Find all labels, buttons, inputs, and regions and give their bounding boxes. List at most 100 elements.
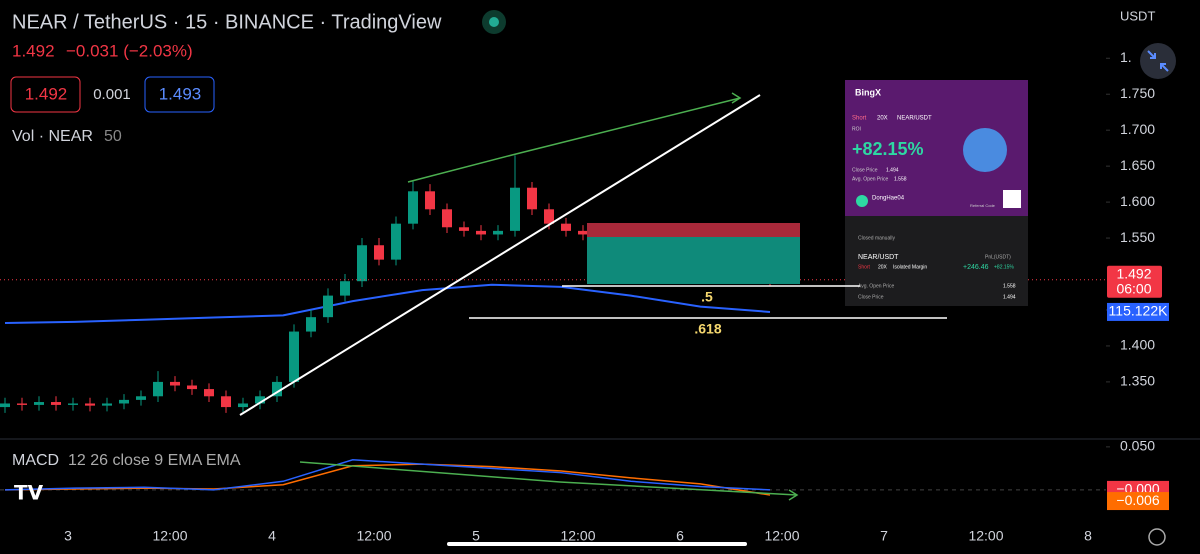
x-tick-label: 12:00 [968, 528, 1003, 544]
candle-body [544, 209, 554, 224]
card-pnl: +246.46 [963, 264, 989, 271]
candle-body [493, 230, 503, 235]
signal-badge [1107, 492, 1169, 511]
spread: 0.001 [93, 86, 131, 103]
card-roi-label: ROI [852, 126, 861, 132]
y-tick-label: 1.550 [1120, 229, 1155, 245]
volume-ma [4, 283, 771, 325]
sell-button[interactable] [10, 76, 81, 113]
signal-line [4, 463, 771, 496]
trend-line [239, 94, 761, 416]
x-tick-label: 3 [64, 528, 72, 544]
macd-title: MACD [12, 452, 59, 469]
bid[interactable]: 1.492 [25, 84, 68, 103]
arrow-head [788, 489, 799, 501]
home-indicator [447, 542, 747, 546]
card-brand: BingX [855, 87, 881, 97]
stop-zone [587, 223, 800, 237]
card-pair2: NEAR/USDT [858, 254, 899, 261]
card-close2: 1.494 [1003, 294, 1016, 300]
volume-badge-value: 115.122K [1109, 303, 1169, 319]
card-roi2: +82.15% [994, 264, 1014, 270]
tv-logo: 𝗧𝗩 [14, 482, 44, 504]
signal-badge-value: −0.006 [1116, 492, 1159, 508]
symbol-title: NEAR / TetherUS · 15 · BINANCE · Trading… [12, 11, 442, 33]
candle-body [476, 230, 486, 235]
candle-body [578, 230, 588, 235]
x-tick-label: 12:00 [152, 528, 187, 544]
volume-badge [1107, 302, 1169, 321]
y-tick-label: 1.400 [1120, 337, 1155, 353]
macd-line [4, 459, 771, 491]
y-tick-label: 1.750 [1120, 85, 1155, 101]
candle-body [561, 223, 571, 231]
x-tick-label: 6 [676, 528, 684, 544]
candle-body [391, 223, 401, 260]
card-bottom [845, 216, 1028, 306]
card-side2: Short [858, 264, 871, 270]
x-tick-label: 7 [880, 528, 888, 544]
x-tick-label: 5 [472, 528, 480, 544]
candle-body [272, 381, 282, 397]
card-open: 1.558 [894, 176, 907, 182]
card-pair: NEAR/USDT [897, 116, 932, 122]
y-tick-label: 1.350 [1120, 373, 1155, 389]
candle-body [85, 403, 95, 406]
candle-body [289, 331, 299, 382]
buy-button[interactable] [144, 76, 215, 113]
card-lev: 20X [877, 116, 888, 122]
vol-length: 50 [104, 128, 122, 145]
card-ref: Referral Code [970, 203, 996, 208]
candle-body [442, 209, 452, 228]
candle-body [170, 381, 180, 386]
card-open-label2: Avg. Open Price [858, 283, 895, 289]
x-tick-label: 12:00 [560, 528, 595, 544]
y-tick-label: 1.600 [1120, 193, 1155, 209]
x-tick-label: 12:00 [764, 528, 799, 544]
x-tick-label: 12:00 [356, 528, 391, 544]
candle-body [153, 381, 163, 397]
candle-body [459, 227, 469, 231]
card-open-label: Avg. Open Price [852, 176, 889, 182]
qr [1003, 190, 1021, 208]
settings-icon[interactable] [1148, 528, 1166, 546]
card-lev2: 20X [878, 264, 888, 270]
mascot [963, 128, 1007, 172]
price-change: −0.031 (−2.03%) [66, 41, 193, 60]
avatar [856, 195, 868, 207]
y-tick-label: 1. [1120, 49, 1132, 65]
card-margin: Isolated Margin [893, 264, 927, 270]
scale-icon [1147, 50, 1169, 72]
candle-body [34, 402, 44, 405]
y-tick-label: 1.650 [1120, 157, 1155, 173]
currency[interactable]: USDT [1120, 8, 1155, 23]
candle-body [510, 187, 520, 231]
candle-body [119, 399, 129, 404]
candle-body [527, 187, 537, 210]
price-badge-value: 1.492 [1116, 265, 1151, 281]
candle-body [187, 385, 197, 390]
target-zone [587, 237, 800, 284]
x-tick-label: 4 [268, 528, 276, 544]
card-side: Short [852, 116, 867, 122]
green-trend [407, 97, 741, 183]
card-user: DongHae04 [872, 196, 905, 202]
card-pnl-label: PnL(USDT) [985, 254, 1011, 260]
card-close-label: Close Price [852, 167, 878, 173]
candle-body [255, 396, 265, 404]
candle-body [238, 403, 248, 408]
x-tick-label: 8 [1084, 528, 1092, 544]
candle-body [68, 403, 78, 405]
card-close-label2: Close Price [858, 294, 884, 300]
ask[interactable]: 1.493 [159, 84, 202, 103]
card-open2: 1.558 [1003, 283, 1016, 289]
candle-body [408, 191, 418, 224]
vol-label: Vol · NEAR [12, 128, 93, 145]
scale-button[interactable] [1140, 43, 1176, 79]
status-dot [489, 17, 499, 27]
candle-body [17, 403, 27, 405]
candle-body [0, 403, 10, 408]
fib-label: .618 [694, 321, 721, 337]
candle-body [323, 295, 333, 318]
